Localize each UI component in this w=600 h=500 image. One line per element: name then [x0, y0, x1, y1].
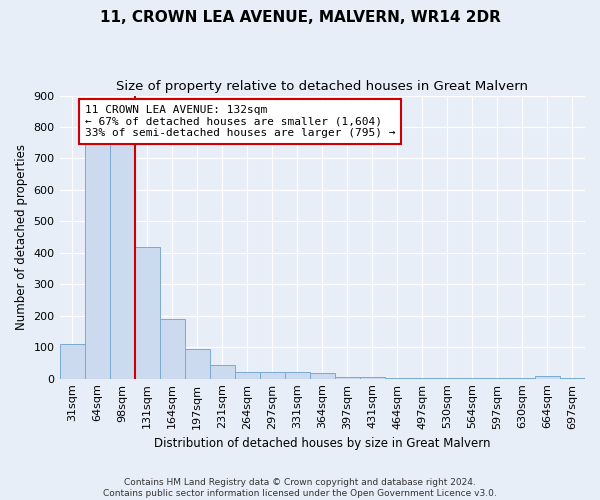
Bar	[310, 373, 335, 378]
Bar	[535, 376, 560, 378]
Bar	[260, 372, 285, 378]
Text: 11, CROWN LEA AVENUE, MALVERN, WR14 2DR: 11, CROWN LEA AVENUE, MALVERN, WR14 2DR	[100, 10, 500, 25]
Bar	[59, 344, 85, 378]
Y-axis label: Number of detached properties: Number of detached properties	[15, 144, 28, 330]
Bar	[85, 142, 110, 378]
Bar	[185, 349, 209, 378]
Bar	[235, 372, 260, 378]
Bar	[285, 372, 310, 378]
X-axis label: Distribution of detached houses by size in Great Malvern: Distribution of detached houses by size …	[154, 437, 491, 450]
Title: Size of property relative to detached houses in Great Malvern: Size of property relative to detached ho…	[116, 80, 528, 93]
Bar	[360, 377, 385, 378]
Text: Contains HM Land Registry data © Crown copyright and database right 2024.
Contai: Contains HM Land Registry data © Crown c…	[103, 478, 497, 498]
Bar	[209, 365, 235, 378]
Bar	[134, 246, 160, 378]
Bar	[160, 319, 185, 378]
Text: 11 CROWN LEA AVENUE: 132sqm
← 67% of detached houses are smaller (1,604)
33% of : 11 CROWN LEA AVENUE: 132sqm ← 67% of det…	[85, 105, 395, 138]
Bar	[335, 377, 360, 378]
Bar	[110, 142, 134, 378]
